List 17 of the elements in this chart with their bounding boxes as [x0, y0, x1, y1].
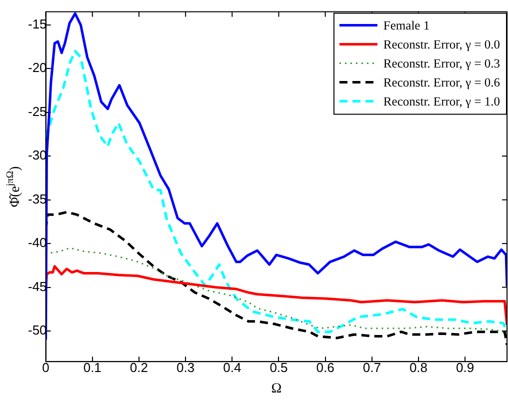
x-tick-label: 0 [42, 360, 50, 375]
x-tick-label: 0.7 [362, 360, 381, 375]
legend-label: Reconstr. Error, γ = 1.0 [383, 94, 500, 109]
legend-label: Female 1 [383, 18, 430, 33]
legend-label: Reconstr. Error, γ = 0.6 [383, 76, 500, 90]
x-tick-label: 0.6 [316, 360, 334, 375]
x-tick-label: 0.4 [223, 360, 242, 375]
x-tick-label: 0.8 [409, 360, 428, 375]
x-tick-label: 0.2 [130, 360, 148, 375]
x-tick-label: 0.1 [83, 360, 102, 375]
x-tick-label: 0.3 [176, 360, 195, 375]
legend-label: Reconstr. Error, γ = 0.0 [383, 38, 500, 52]
legend-label: Reconstr. Error, γ = 0.3 [383, 56, 500, 71]
x-tick-label: 0.5 [270, 360, 288, 375]
y-axis-title: Φ̂(ejπΩ) [5, 166, 23, 208]
x-axis-title: Ω [271, 381, 282, 396]
x-tick-label: 0.9 [456, 360, 474, 375]
